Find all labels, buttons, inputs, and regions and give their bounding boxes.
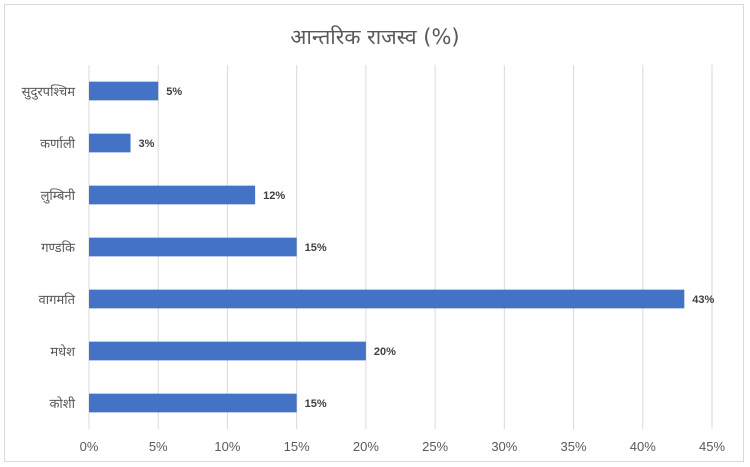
x-tick-label: 25% bbox=[422, 439, 448, 454]
x-tick-label: 15% bbox=[284, 439, 310, 454]
category-label: कोशी bbox=[49, 396, 75, 412]
x-tick-label: 5% bbox=[149, 439, 168, 454]
bar bbox=[89, 81, 159, 101]
bar bbox=[89, 341, 366, 361]
x-tick-label: 30% bbox=[491, 439, 517, 454]
data-label: 12% bbox=[263, 190, 285, 202]
category-label: वागमति bbox=[39, 292, 76, 308]
chart-title: आन्तरिक राजस्व (%) bbox=[290, 25, 460, 49]
bars bbox=[89, 81, 685, 413]
x-tick-label: 40% bbox=[630, 439, 656, 454]
data-label: 3% bbox=[139, 138, 155, 150]
x-tick-label: 45% bbox=[699, 439, 725, 454]
x-tick-label: 35% bbox=[561, 439, 587, 454]
data-label: 15% bbox=[305, 398, 327, 410]
chart-frame: आन्तरिक राजस्व (%) 0% 5% 10% 15% 20% 25% 30% 35… bbox=[4, 4, 744, 462]
bar bbox=[89, 185, 256, 205]
data-label: 43% bbox=[692, 294, 714, 306]
bar bbox=[89, 393, 297, 413]
category-label: सुदुरपश्चिम bbox=[22, 84, 76, 100]
category-label: गण्डकि bbox=[41, 240, 76, 256]
category-label: लुम्बिनी bbox=[41, 188, 76, 204]
data-label: 20% bbox=[374, 346, 396, 358]
data-label: 5% bbox=[166, 86, 182, 98]
bar bbox=[89, 133, 131, 153]
data-label: 15% bbox=[305, 242, 327, 254]
x-tick-label: 10% bbox=[214, 439, 240, 454]
x-tick-label: 20% bbox=[353, 439, 379, 454]
bar bbox=[89, 237, 297, 257]
category-label: कर्णाली bbox=[40, 136, 76, 152]
x-tick-label: 0% bbox=[80, 439, 99, 454]
bar bbox=[89, 289, 685, 309]
category-label: मधेश bbox=[50, 344, 76, 360]
labels: 0% 5% 10% 15% 20% 25% 30% 35% 40% 45% सुदुरपश्चिम 5… bbox=[22, 84, 726, 454]
bar-chart: 0% 5% 10% 15% 20% 25% 30% 35% 40% 45% सुदुरपश्चिम 5… bbox=[22, 65, 726, 454]
